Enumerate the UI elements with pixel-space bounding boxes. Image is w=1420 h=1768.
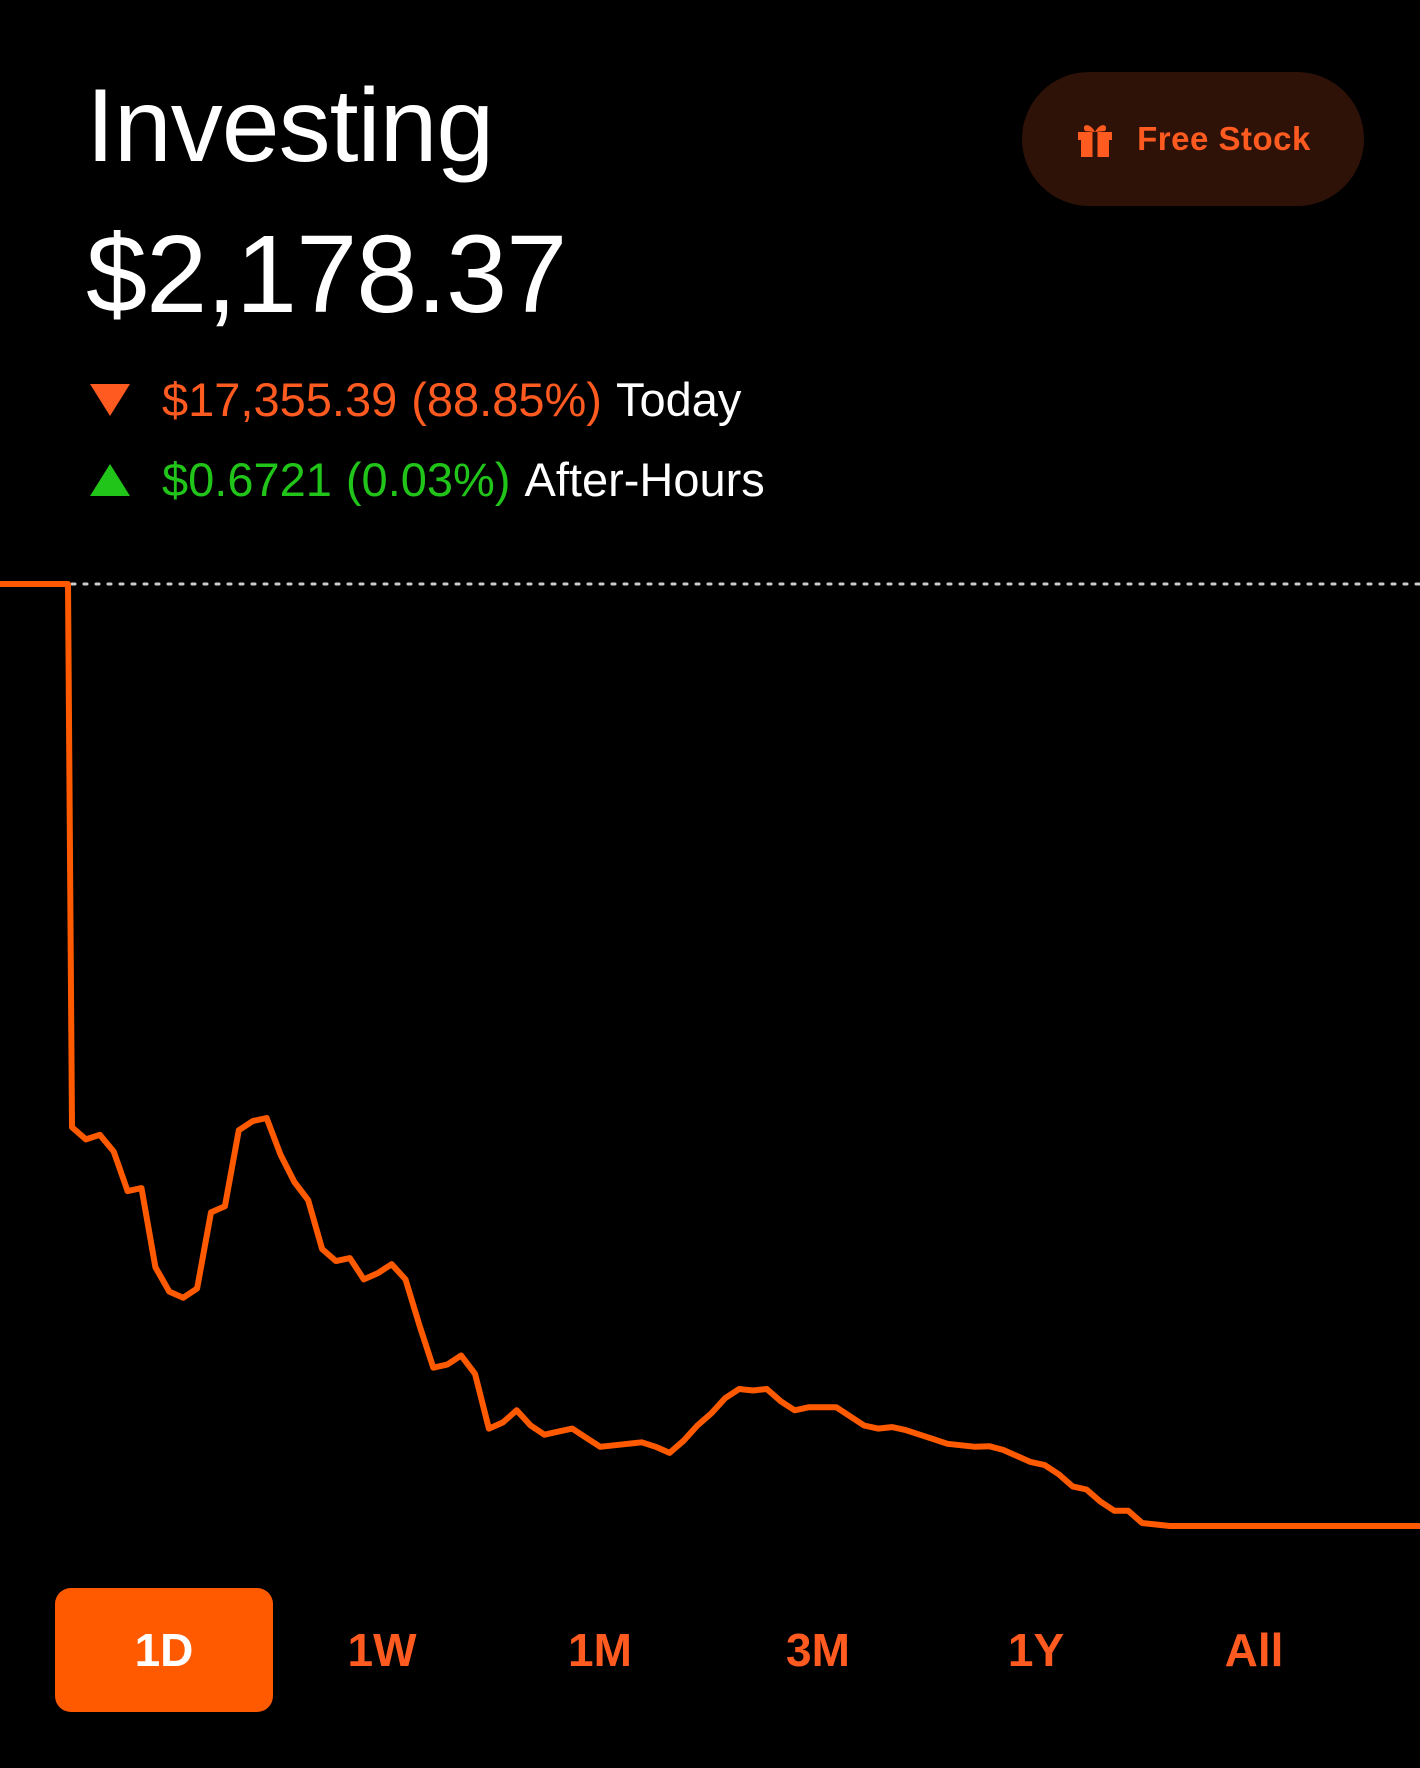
today-change-amount: $17,355.39 [162, 373, 398, 426]
range-3m-button[interactable]: 3M [786, 1624, 850, 1676]
triangle-down-icon [90, 383, 130, 416]
triangle-up-icon [90, 463, 130, 496]
time-range-selector: 1D 1W 1M 3M 1Y All [55, 1588, 1365, 1712]
after-hours-change-label: After-Hours [524, 453, 765, 506]
after-hours-change-percent: (0.03%) [345, 453, 511, 506]
today-change-percent: (88.85%) [411, 373, 602, 426]
after-hours-change-amount: $0.6721 [162, 453, 332, 506]
range-1d-button[interactable]: 1D [55, 1588, 273, 1712]
range-1w-button[interactable]: 1W [347, 1624, 417, 1676]
portfolio-value: $2,178.37 [86, 213, 567, 336]
range-1m-button[interactable]: 1M [568, 1624, 632, 1676]
gift-icon [1078, 125, 1113, 157]
today-change-label: Today [615, 373, 742, 426]
range-1y-button[interactable]: 1Y [1007, 1624, 1065, 1676]
chart-series-line [0, 581, 1420, 1529]
page-title: Investing [86, 68, 494, 184]
portfolio-chart[interactable] [0, 560, 1420, 1550]
range-all-button[interactable]: All [1224, 1624, 1284, 1676]
free-stock-label: Free Stock [1137, 120, 1311, 157]
after-hours-change-row: $0.6721 (0.03%) After-Hours [88, 452, 765, 507]
today-change-row: $17,355.39 (88.85%) Today [88, 372, 741, 427]
free-stock-button[interactable]: Free Stock [1022, 72, 1364, 206]
